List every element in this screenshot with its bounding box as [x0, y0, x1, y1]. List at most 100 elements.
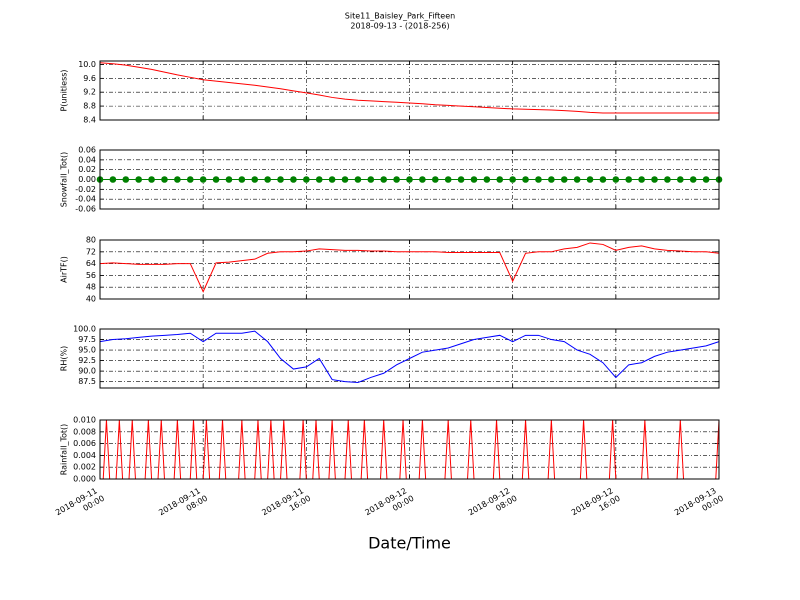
data-point — [457, 176, 465, 183]
x-tick-label: 2018-09-12 08:00 — [467, 485, 519, 526]
data-point — [431, 176, 439, 183]
data-point — [664, 176, 671, 183]
y-tick-label: 0.002 — [73, 463, 96, 472]
data-point — [625, 176, 633, 183]
y-axis-label: P(unitless) — [60, 69, 69, 111]
data-point — [677, 176, 684, 183]
data-line — [99, 330, 720, 384]
y-tick-label: -0.04 — [75, 195, 96, 204]
data-point — [509, 176, 516, 183]
data-point — [612, 176, 620, 183]
y-tick-label: 80 — [86, 236, 96, 245]
data-point — [186, 176, 194, 183]
data-point — [161, 176, 168, 183]
y-tick-label: 95.0 — [78, 346, 96, 355]
data-point — [251, 176, 259, 183]
data-point — [496, 176, 504, 183]
data-point — [135, 176, 142, 183]
data-point — [380, 176, 388, 183]
y-tick-label: 87.5 — [78, 377, 96, 386]
plot-frame — [99, 419, 720, 480]
y-tick-label: 0.00 — [78, 175, 96, 184]
y-tick-label: 0.004 — [73, 451, 96, 460]
x-tick-label: 2018-09-12 16:00 — [570, 485, 622, 526]
data-line — [99, 242, 720, 293]
y-axis-label: AirTF() — [60, 256, 69, 283]
data-point — [277, 176, 284, 183]
y-tick-label: 0.010 — [73, 416, 96, 425]
data-point — [367, 176, 375, 183]
y-tick-label: 97.5 — [78, 335, 96, 344]
data-point — [264, 176, 271, 183]
data-point — [573, 176, 581, 183]
y-tick-label: 0.04 — [78, 155, 96, 164]
y-axis-label: RH(%) — [60, 346, 69, 371]
x-tick-label: 2018-09-11 16:00 — [260, 485, 312, 526]
y-tick-label: 90.0 — [78, 367, 96, 376]
data-line — [99, 62, 719, 114]
data-point — [303, 176, 310, 183]
y-tick-label: 9.2 — [83, 88, 96, 97]
data-point — [651, 176, 658, 183]
data-point — [548, 176, 555, 183]
y-tick-label: 64 — [86, 259, 96, 268]
y-axis-label: Rainfall_Tot() — [60, 424, 69, 476]
data-point — [560, 176, 568, 183]
y-tick-label: 56 — [86, 271, 96, 280]
data-point — [702, 176, 710, 183]
data-point — [290, 176, 297, 183]
figure-subtitle: 2018-09-13 - (2018-256) — [350, 22, 449, 31]
plot-frame — [99, 149, 720, 210]
data-point — [689, 176, 697, 183]
y-tick-label: 0.008 — [73, 427, 96, 436]
data-point — [122, 176, 130, 183]
data-point — [599, 176, 607, 183]
data-point — [225, 176, 233, 183]
data-point — [109, 176, 117, 183]
data-point — [419, 176, 426, 183]
y-tick-label: 100.0 — [73, 325, 96, 334]
data-point — [174, 176, 181, 183]
y-tick-label: 48 — [86, 283, 96, 292]
data-point — [315, 176, 323, 183]
figure-title: Site11_Baisley_Park_Fifteen — [345, 12, 455, 21]
y-tick-label: 0.02 — [78, 165, 96, 174]
data-point — [638, 176, 645, 183]
y-tick-label: 8.4 — [83, 116, 96, 125]
y-tick-label: 10.0 — [78, 60, 96, 69]
data-point — [199, 176, 207, 183]
y-tick-label: 92.5 — [78, 356, 96, 365]
data-point — [212, 176, 220, 183]
x-axis-label: Date/Time — [368, 534, 451, 553]
data-point — [341, 176, 349, 183]
y-tick-label: 0.000 — [73, 475, 96, 484]
y-tick-label: 0.006 — [73, 439, 96, 448]
data-point — [470, 176, 478, 183]
data-point — [328, 176, 336, 183]
data-point — [535, 176, 542, 183]
data-point — [586, 176, 594, 183]
data-point — [238, 176, 246, 183]
data-point — [393, 176, 400, 183]
y-tick-label: 0.06 — [78, 146, 96, 155]
y-tick-label: 9.6 — [83, 74, 96, 83]
x-tick-label: 2018-09-12 00:00 — [364, 485, 416, 526]
x-tick-label: 2018-09-11 00:00 — [54, 485, 106, 526]
y-tick-label: -0.06 — [75, 205, 96, 214]
data-point — [522, 176, 529, 183]
y-tick-label: 8.8 — [83, 102, 96, 111]
data-point — [354, 176, 362, 183]
data-point — [406, 176, 413, 183]
data-point — [148, 176, 155, 183]
x-tick-label: 2018-09-13 00:00 — [673, 485, 725, 526]
data-point — [444, 176, 452, 183]
x-tick-label: 2018-09-11 08:00 — [157, 485, 209, 526]
y-axis-label: Snowfall_Tot() — [60, 152, 69, 208]
plot-frame — [99, 328, 720, 389]
y-tick-label: -0.02 — [75, 185, 96, 194]
plot-frame — [99, 60, 720, 121]
y-tick-label: 72 — [86, 247, 96, 256]
y-tick-label: 40 — [86, 295, 96, 304]
